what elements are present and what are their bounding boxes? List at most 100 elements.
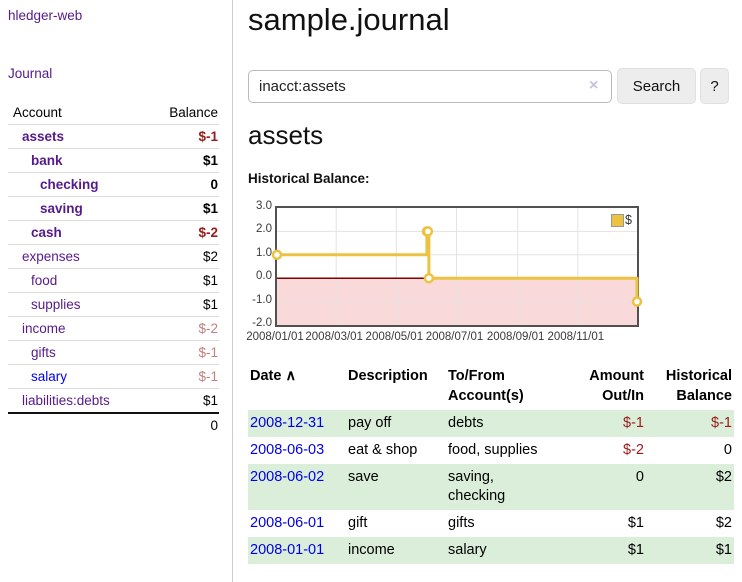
account-link[interactable]: income — [22, 321, 66, 336]
account-row: food $1 — [8, 268, 219, 293]
balance-cell: $-1 — [711, 415, 732, 431]
description-cell: save — [348, 469, 379, 485]
account-row: salary $-1 — [8, 364, 219, 389]
description-cell: eat & shop — [348, 442, 418, 458]
account-balance: $1 — [149, 268, 219, 293]
accounts-cell: gifts — [448, 515, 475, 531]
column-header-description: Description — [348, 368, 428, 384]
legend-swatch-icon — [611, 213, 625, 227]
x-axis-tick-label: 2008/09/01 — [486, 331, 545, 343]
accounts-cell: debts — [448, 415, 484, 431]
account-row: liabilities:debts $1 — [8, 389, 219, 414]
account-row: bank $1 — [8, 148, 219, 173]
transaction-row: 2008-12-31 pay off debts $-1 $-1 — [248, 410, 734, 437]
account-link[interactable]: saving — [40, 201, 83, 216]
transactions-header: Date ∧ Description To/From Account(s) Amount O… — [248, 362, 734, 410]
account-name-cell: salary — [8, 364, 150, 389]
account-name-cell: cash — [8, 220, 150, 245]
account-heading: assets — [248, 120, 324, 150]
transaction-date-link[interactable]: 2008-06-02 — [250, 469, 325, 485]
account-column-header: Account — [8, 101, 150, 125]
y-axis-tick-label: -1.0 — [252, 293, 272, 306]
transaction-row: 2008-06-01 gift gifts $1 $2 — [248, 510, 734, 537]
account-link[interactable]: supplies — [31, 297, 81, 312]
account-row: supplies $1 — [8, 292, 219, 317]
account-row: cash $-2 — [8, 220, 219, 245]
x-axis-tick-label: 2008/05/01 — [365, 331, 424, 343]
transaction-date-link[interactable]: 2008-01-01 — [250, 542, 325, 558]
date-cell: 2008-12-31 — [248, 410, 346, 437]
page-title: sample.journal — [248, 2, 450, 37]
account-name-cell: bank — [8, 148, 150, 173]
account-link[interactable]: liabilities:debts — [22, 393, 110, 408]
account-name-cell: gifts — [8, 340, 150, 365]
description-cell: income — [348, 542, 395, 558]
amount-cell: $-1 — [623, 415, 644, 431]
sidebar: hledger-web Journal Account Balance asse… — [0, 0, 233, 582]
balance-cell: $1 — [715, 542, 732, 558]
account-row: assets $-1 — [8, 124, 219, 149]
account-balance: $1 — [149, 196, 219, 221]
clear-search-icon[interactable]: × — [589, 77, 599, 94]
account-balance: $-1 — [149, 124, 219, 149]
account-total-row: 0 — [8, 412, 219, 437]
transactions-header-row: Date ∧ Description To/From Account(s) Amount O… — [248, 362, 734, 410]
account-link[interactable]: checking — [40, 177, 99, 192]
column-header-date[interactable]: Date ∧ — [250, 368, 297, 384]
description-cell: gift — [348, 515, 368, 531]
account-balance: $1 — [202, 393, 218, 408]
account-row: saving $1 — [8, 196, 219, 221]
column-header-historical-balance: Historical Balance — [665, 368, 732, 404]
amount-cell: $1 — [627, 542, 644, 558]
y-axis-tick-label: 0.0 — [256, 270, 272, 283]
y-axis-tick-label: 2.0 — [256, 223, 272, 236]
account-rows: assets $-1 bank $1 checking 0 saving $1 cash $-2 e… — [8, 124, 219, 414]
legend-label: $ — [625, 213, 632, 227]
account-name-cell: liabilities:debts — [8, 389, 149, 414]
help-button[interactable]: ? — [700, 68, 729, 104]
accounts-cell: food, supplies — [448, 442, 538, 458]
y-axis-tick-label: 1.0 — [256, 246, 272, 259]
accounts-cell: salary — [448, 542, 487, 558]
transaction-date-link[interactable]: 2008-12-31 — [250, 415, 325, 431]
account-balance: $-1 — [149, 340, 219, 365]
x-axis-tick-label: 2008/11/01 — [547, 331, 605, 343]
sidebar-item-journal[interactable]: Journal — [8, 66, 53, 81]
y-axis-tick-label: 3.0 — [256, 200, 272, 212]
transaction-row: 2008-06-03 eat & shop food, supplies $-2 0 — [248, 437, 734, 464]
app-brand-link[interactable]: hledger-web — [8, 8, 83, 23]
account-link[interactable]: expenses — [22, 249, 80, 264]
amount-cell: $-2 — [623, 442, 644, 458]
account-name-cell: supplies — [8, 292, 150, 317]
account-link[interactable]: bank — [31, 153, 63, 168]
account-link[interactable]: salary — [31, 369, 68, 384]
date-cell: 2008-06-01 — [248, 510, 346, 537]
account-table-header: Account Balance — [8, 101, 219, 125]
account-link[interactable]: assets — [22, 129, 65, 144]
chart-title: Historical Balance: — [248, 171, 370, 186]
amount-cell: $1 — [627, 515, 644, 531]
column-header-tofrom-accounts: To/From Account(s) — [448, 368, 524, 404]
transaction-date-link[interactable]: 2008-06-03 — [250, 442, 325, 458]
account-name-cell: saving — [8, 196, 150, 221]
account-balance: $2 — [149, 244, 219, 269]
account-balance: $1 — [149, 148, 219, 173]
search-button[interactable]: Search — [617, 68, 696, 104]
search-input[interactable] — [248, 70, 612, 103]
balance-cell: $2 — [715, 515, 732, 531]
account-balance: $-2 — [149, 220, 219, 245]
account-link[interactable]: gifts — [31, 345, 56, 360]
account-link[interactable]: food — [31, 273, 58, 288]
transactions-table: Date ∧ Description To/From Account(s) Amount O… — [248, 362, 734, 564]
x-axis-tick-label: 2008/07/01 — [425, 331, 484, 343]
transaction-row: 2008-01-01 income salary $1 $1 — [248, 537, 734, 564]
account-name-cell: expenses — [8, 244, 150, 269]
account-balance: 0 — [149, 172, 219, 197]
account-link[interactable]: cash — [31, 225, 62, 240]
account-total-value: 0 — [149, 412, 219, 437]
historical-balance-chart: $ 3.0 2.0 1.0 0.0 -1.0 -2.0 2008/01/01 2008/03/… — [246, 200, 693, 348]
transaction-date-link[interactable]: 2008-06-01 — [250, 515, 325, 531]
account-row: expenses $2 — [8, 244, 219, 269]
account-name-cell: assets — [8, 124, 150, 149]
